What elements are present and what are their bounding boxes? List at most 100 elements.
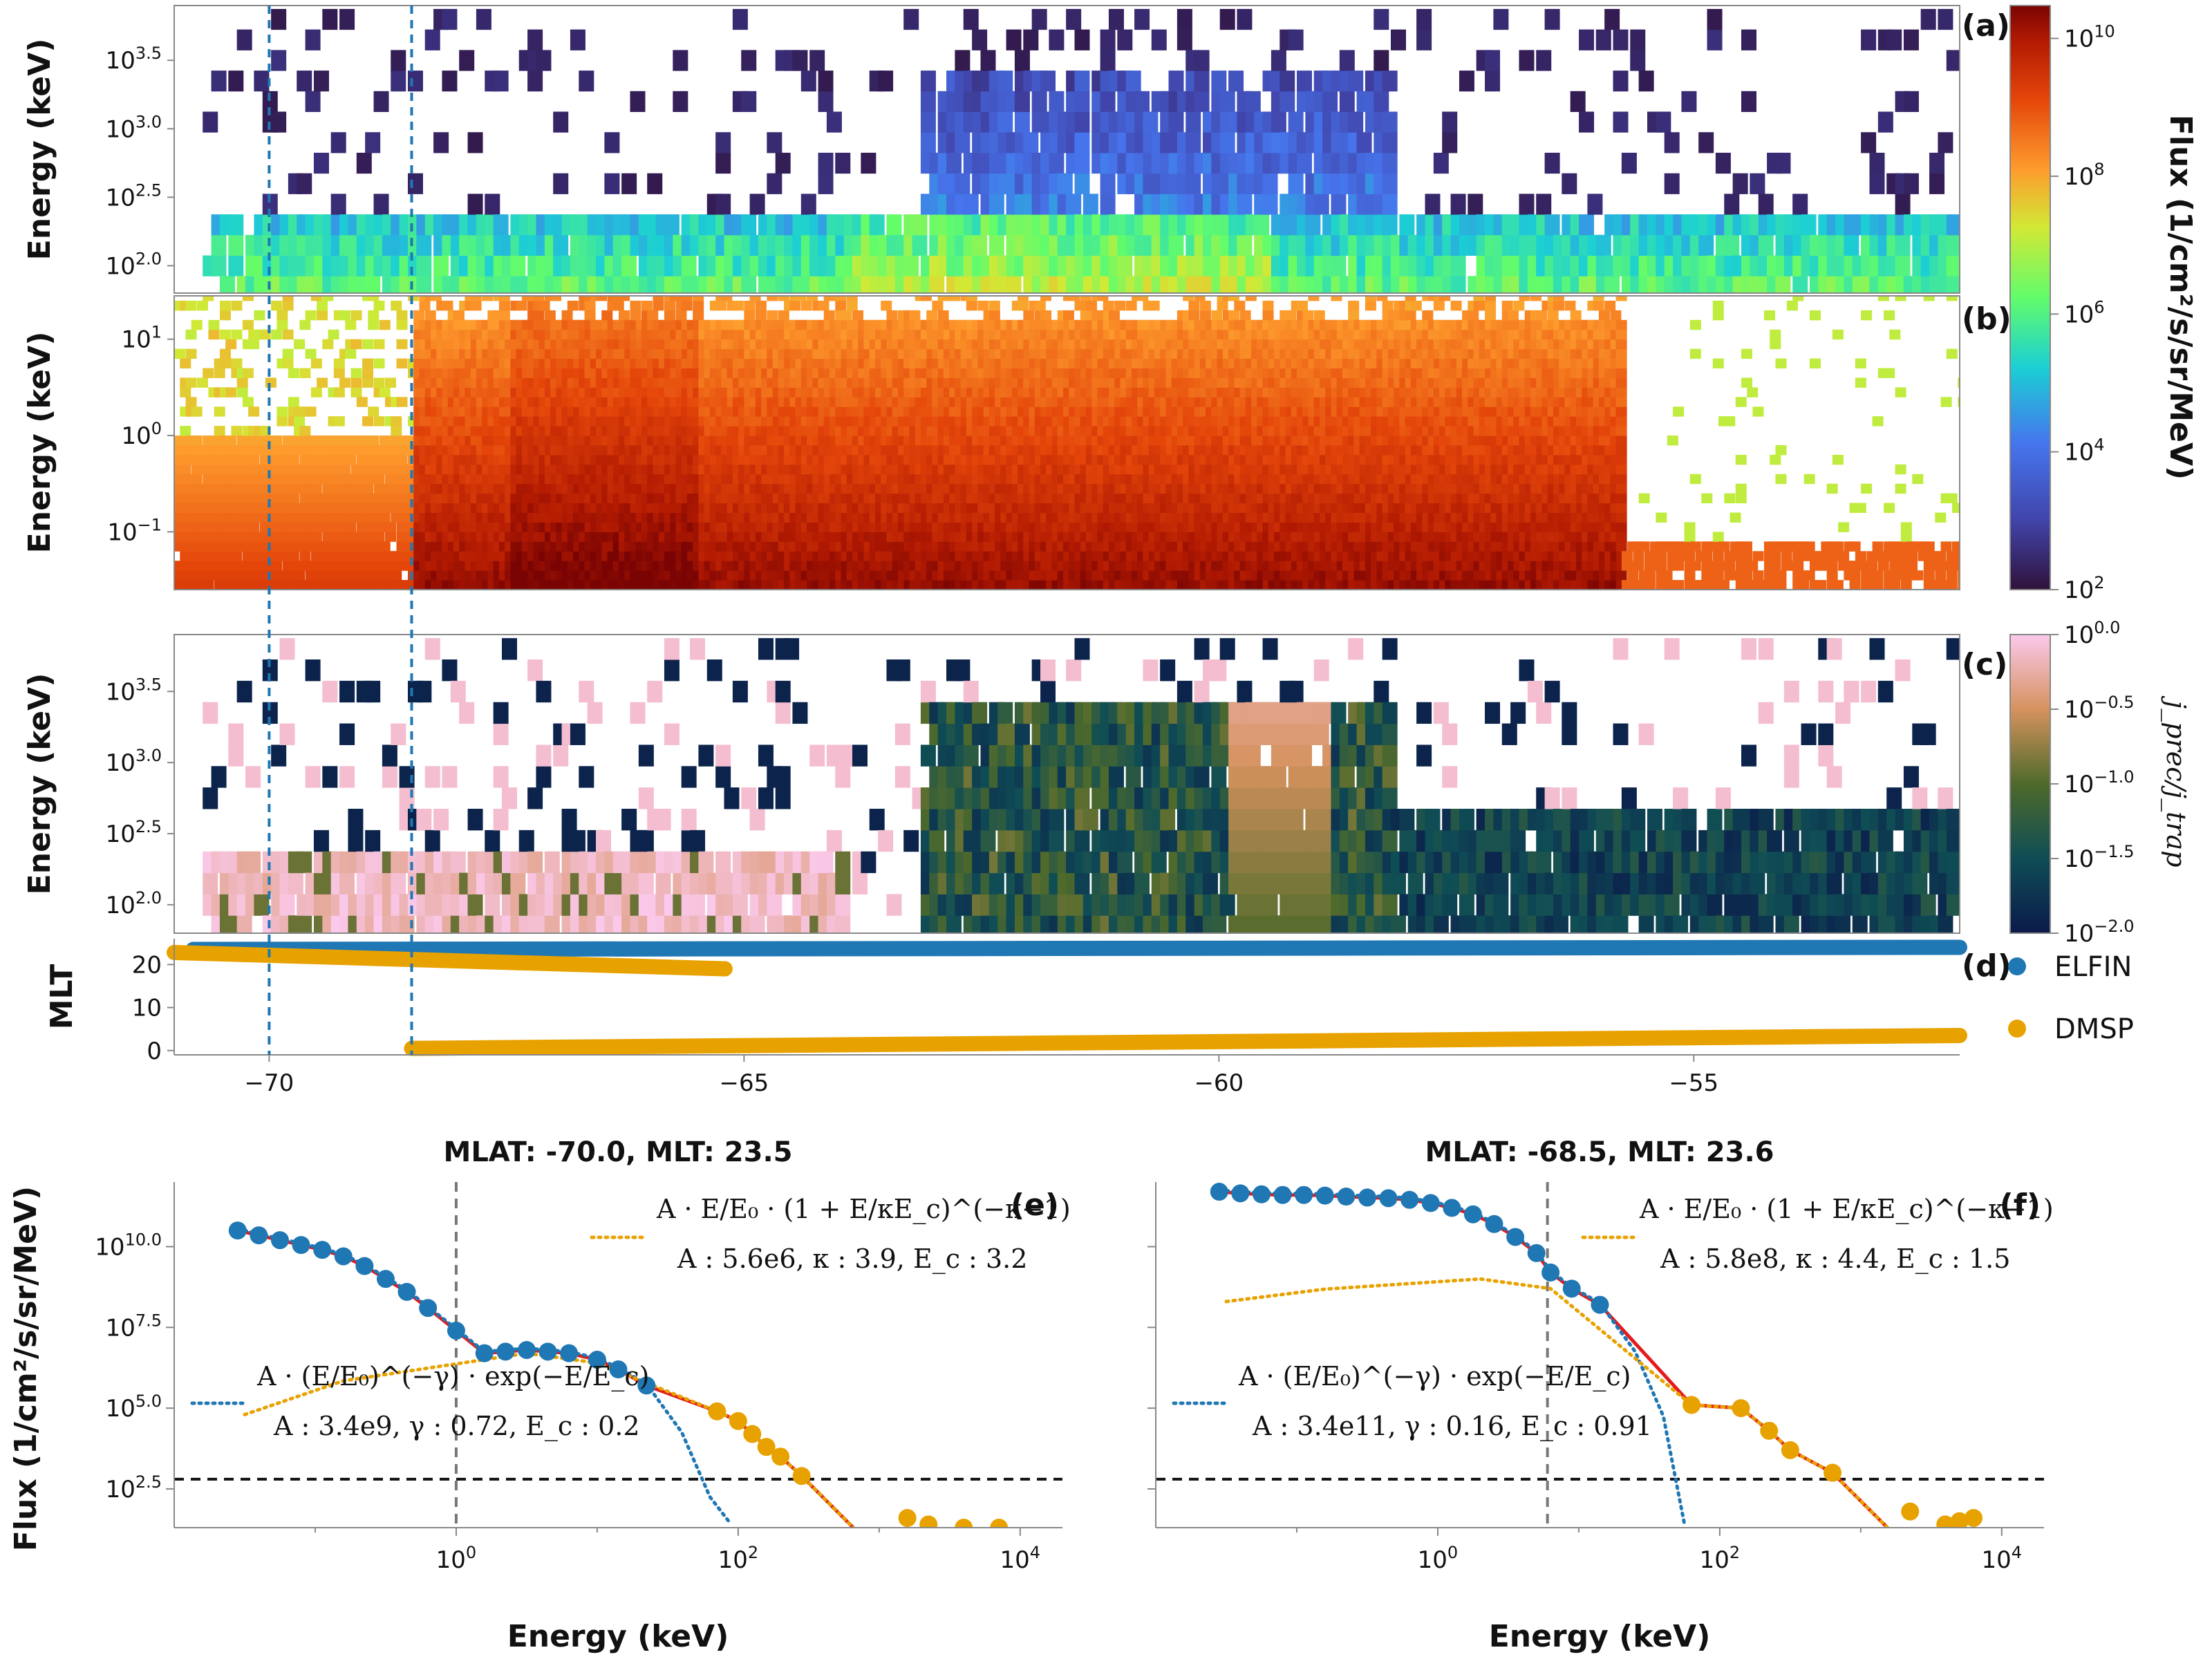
heatmap-cell <box>328 329 339 340</box>
heatmap-cell <box>231 329 243 340</box>
heatmap-cell <box>391 71 406 92</box>
heatmap-cell <box>262 91 278 113</box>
heatmap-cell <box>693 300 704 311</box>
heatmap-cell <box>373 416 385 427</box>
heatmap-cell <box>1100 173 1116 194</box>
heatmap-cell <box>741 214 757 236</box>
heatmap-cell <box>1570 91 1586 113</box>
heatmap-cell <box>1288 111 1304 133</box>
heatmap-cell <box>909 310 921 321</box>
heatmap-cell <box>946 152 962 174</box>
heatmap-cell <box>305 348 317 359</box>
heatmap-cell <box>214 368 225 378</box>
heatmap-cell <box>926 310 938 321</box>
heatmap-cell <box>345 319 357 330</box>
heatmap-cell <box>185 300 197 311</box>
heatmap-cell <box>664 310 675 321</box>
heatmap-cell <box>236 377 248 388</box>
heatmap-cell <box>1074 173 1090 194</box>
heatmap-cell <box>955 50 971 71</box>
heatmap-cell <box>231 300 243 311</box>
heatmap-cell <box>356 152 372 174</box>
heatmap-cell <box>1536 50 1552 71</box>
heatmap-cell <box>271 300 283 311</box>
heatmap-cell <box>778 310 789 321</box>
heatmap-cell <box>1579 214 1595 236</box>
heatmap-cell <box>271 561 283 571</box>
heatmap-cell <box>424 296 436 301</box>
heatmap-cell <box>407 71 423 92</box>
heatmap-cell <box>276 319 288 330</box>
heatmap-cell <box>732 300 744 311</box>
heatmap-cell <box>339 310 351 321</box>
heatmap-cell <box>419 296 431 301</box>
heatmap-cell <box>1194 71 1210 92</box>
heatmap-cell <box>493 71 509 92</box>
heatmap-cell <box>1288 29 1304 50</box>
heatmap-cell <box>219 329 231 340</box>
y-tick-label: 103.0 <box>106 112 162 143</box>
heatmap-cell <box>621 173 637 194</box>
heatmap-cell <box>219 300 231 311</box>
heatmap-cell <box>715 300 727 311</box>
heatmap-cell <box>1792 276 1808 293</box>
heatmap-cell <box>1399 214 1415 236</box>
heatmap-cell <box>1433 152 1449 174</box>
heatmap-cell <box>391 300 402 311</box>
heatmap-cell <box>288 368 299 378</box>
heatmap-cell <box>433 132 449 153</box>
heatmap-cell <box>1151 29 1167 50</box>
heatmap-cell <box>288 493 299 504</box>
heatmap-cell <box>282 358 294 369</box>
heatmap-cell <box>191 406 203 417</box>
heatmap-cell <box>1758 234 1774 256</box>
heatmap-cell <box>493 214 509 236</box>
heatmap-cell <box>185 329 197 340</box>
heatmap-cell <box>937 310 949 321</box>
heatmap-cell <box>929 276 945 293</box>
heatmap-cell <box>997 111 1013 133</box>
heatmap-cell <box>1595 29 1611 50</box>
heatmap-cell <box>265 377 276 388</box>
heatmap-cell <box>789 300 801 311</box>
heatmap-cell <box>1903 173 1919 194</box>
heatmap-cell <box>310 387 322 397</box>
heatmap-cell <box>1100 50 1116 71</box>
heatmap-cell <box>322 8 338 30</box>
heatmap-cell <box>1194 91 1210 113</box>
heatmap-cell <box>1296 152 1312 174</box>
heatmap-cell <box>211 234 227 256</box>
heatmap-cell <box>1579 29 1595 50</box>
heatmap-cell <box>886 214 902 236</box>
heatmap-cell <box>1049 152 1065 174</box>
heatmap-cell <box>1177 29 1192 50</box>
heatmap-cell <box>1587 194 1603 215</box>
heatmap-cell <box>174 348 185 359</box>
heatmap-cell <box>1237 234 1253 256</box>
heatmap-cell <box>1946 276 1960 293</box>
heatmap-cell <box>345 348 357 359</box>
heatmap-cell <box>1082 194 1098 215</box>
heatmap-cell <box>1211 71 1227 92</box>
heatmap-cell <box>294 570 306 581</box>
heatmap-cell <box>920 111 936 133</box>
heatmap-cell <box>818 152 834 174</box>
heatmap-cell <box>1271 111 1286 133</box>
heatmap-cell <box>231 426 243 436</box>
heatmap-cell <box>191 435 203 446</box>
heatmap-cell <box>1613 29 1629 50</box>
heatmap-cell <box>362 296 374 301</box>
heatmap-cell <box>1280 91 1295 113</box>
heatmap-cell <box>878 71 894 92</box>
heatmap-cell <box>1074 91 1090 113</box>
heatmap-cell <box>180 464 191 475</box>
heatmap-cell <box>516 300 527 311</box>
heatmap-cell <box>242 397 254 407</box>
heatmap-cell <box>977 300 989 311</box>
heatmap-cell <box>619 310 630 321</box>
heatmap-cell <box>362 339 374 350</box>
heatmap-cell <box>1681 91 1697 113</box>
heatmap-cell <box>310 483 322 494</box>
heatmap-cell <box>755 300 767 311</box>
